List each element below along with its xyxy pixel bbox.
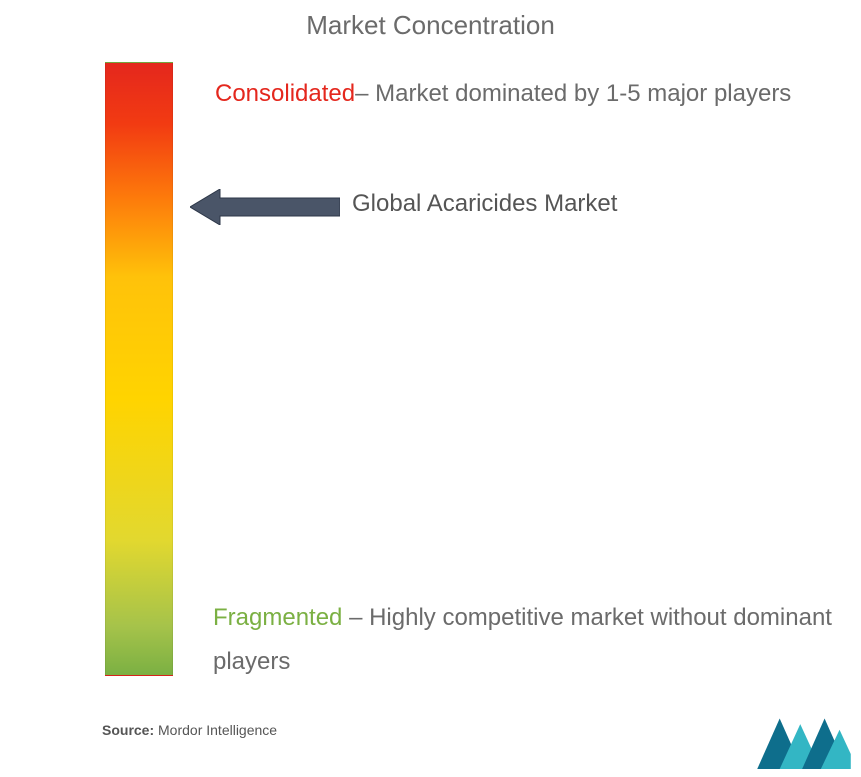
consolidated-description: – Market dominated by 1-5 major players bbox=[355, 80, 791, 107]
fragmented-lead-word: Fragmented bbox=[213, 604, 342, 631]
fragmented-label: Fragmented – Highly competitive market w… bbox=[213, 596, 848, 684]
market-position-arrow-icon bbox=[190, 189, 340, 225]
market-name-label: Global Acaricides Market bbox=[352, 190, 617, 218]
arrow-shape bbox=[190, 189, 340, 225]
source-prefix: Source: bbox=[102, 722, 158, 738]
consolidated-lead-word: Consolidated bbox=[215, 80, 355, 107]
mordor-intelligence-logo-icon bbox=[757, 711, 851, 769]
chart-title: Market Concentration bbox=[0, 10, 861, 41]
source-value: Mordor Intelligence bbox=[158, 722, 277, 738]
concentration-gradient-bar bbox=[105, 62, 173, 676]
source-attribution: Source: Mordor Intelligence bbox=[102, 722, 277, 738]
consolidated-label: Consolidated– Market dominated by 1-5 ma… bbox=[215, 72, 830, 116]
